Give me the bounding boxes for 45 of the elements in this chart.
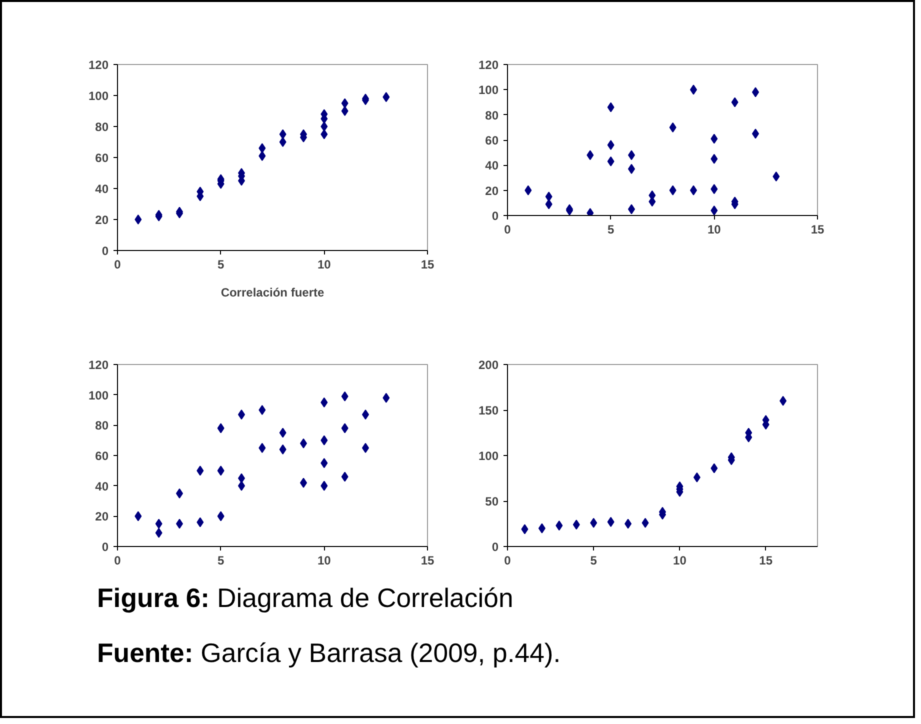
x-tick-label: 15 — [810, 222, 824, 236]
x-tick-label: 5 — [217, 258, 224, 272]
x-tick-label: 15 — [420, 554, 434, 568]
y-tick-label: 40 — [485, 158, 499, 173]
y-tick-label: 0 — [492, 540, 499, 554]
y-tick-label: 80 — [95, 120, 109, 134]
y-tick-label: 80 — [95, 418, 109, 433]
x-tick-label: 10 — [317, 258, 332, 272]
y-tick-label: 40 — [95, 182, 109, 196]
text: Figura 6: Diagrama de Correlación — [97, 582, 514, 615]
y-tick-label: 80 — [485, 108, 499, 122]
y-tick-label: 60 — [95, 449, 109, 463]
source-note: Fuente: García y Barrasa (2009, p.44). — [97, 637, 561, 670]
y-tick-label: 120 — [88, 358, 109, 372]
x-tick-label: 10 — [707, 222, 722, 236]
y-tick-label: 20 — [95, 213, 109, 227]
x-tick-label: 0 — [504, 554, 512, 568]
x-tick-label: 5 — [607, 222, 614, 236]
y-tick-label: 60 — [95, 151, 109, 165]
x-axis-title: Correlación fuerte — [220, 286, 325, 300]
x-tick-label: 0 — [504, 222, 512, 236]
y-tick-label: 0 — [102, 244, 109, 258]
y-tick-label: 200 — [478, 358, 499, 372]
x-tick-label: 0 — [114, 258, 122, 272]
y-tick-label: 120 — [88, 58, 109, 72]
y-tick-label: 60 — [485, 134, 499, 148]
x-tick-label: 15 — [420, 258, 434, 272]
y-tick-label: 40 — [95, 479, 109, 494]
y-tick-label: 20 — [95, 510, 109, 524]
x-tick-label: 10 — [673, 554, 687, 568]
y-tick-label: 100 — [478, 83, 499, 98]
y-tick-label: 0 — [102, 540, 109, 554]
x-tick-label: 15 — [759, 554, 773, 568]
x-tick-label: 10 — [317, 554, 332, 568]
y-tick-label: 150 — [478, 404, 499, 418]
y-tick-label: 100 — [88, 89, 109, 103]
y-tick-label: 100 — [478, 449, 499, 463]
y-tick-label: 20 — [485, 184, 499, 198]
x-tick-label: 5 — [590, 554, 598, 568]
x-tick-label: 5 — [217, 554, 224, 568]
x-tick-label: 0 — [114, 554, 122, 568]
y-tick-label: 120 — [478, 58, 499, 72]
y-tick-label: 50 — [485, 494, 499, 508]
y-tick-label: 100 — [88, 388, 109, 402]
y-tick-label: 0 — [492, 209, 499, 223]
